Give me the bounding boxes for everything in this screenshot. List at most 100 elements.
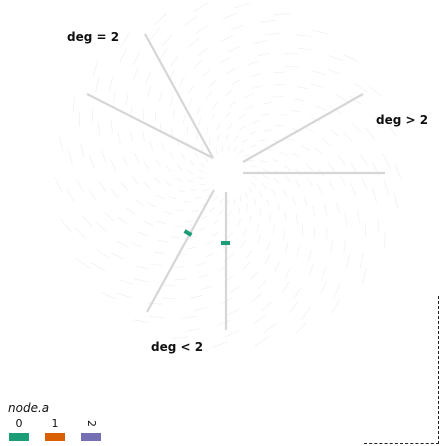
edge-arc [122, 155, 128, 167]
edge-arc [284, 211, 287, 221]
legend-item-2: 2 [80, 417, 102, 441]
edge-arc [343, 54, 360, 63]
axis-label-deg-lt-2: deg < 2 [151, 340, 204, 354]
edge-arc [284, 267, 291, 279]
edge-arc [161, 34, 173, 47]
edge-arc [200, 162, 206, 168]
edge-arc [294, 98, 306, 102]
edge-arc [183, 114, 186, 124]
edge-arc [283, 229, 286, 240]
edge-arc [300, 307, 312, 320]
edge-arc [143, 161, 150, 170]
edge-arc [284, 165, 292, 172]
edge-arc [193, 307, 208, 312]
edge-arc [339, 174, 346, 186]
edge-arc [189, 189, 197, 191]
edge-arc [280, 152, 289, 157]
edge-arc [131, 242, 143, 248]
edge-arc [261, 301, 272, 312]
edge-arc [117, 216, 128, 225]
edge-arc [360, 153, 369, 166]
edge-arc [188, 97, 193, 107]
edge-arc [244, 93, 254, 99]
edge-arc [257, 52, 271, 57]
edge-arc [156, 220, 166, 224]
edge-arc [120, 181, 129, 192]
edge-arc [291, 196, 296, 206]
edge-arc [364, 127, 375, 140]
edge-arc [165, 165, 172, 173]
edge-arc [288, 301, 299, 314]
edge-arc [263, 323, 277, 334]
edge-arc [195, 25, 208, 35]
edge-arc [198, 273, 209, 279]
edge-arc [80, 143, 85, 158]
edge-arc [305, 163, 314, 172]
edge-arc [312, 70, 326, 75]
edge-arc [175, 177, 183, 182]
legend-swatch [81, 433, 101, 441]
edge-arc [293, 287, 302, 300]
edge-arc [262, 174, 270, 180]
edge-arc [185, 328, 201, 332]
edge-arc [156, 194, 165, 200]
edge-arc [212, 219, 219, 226]
edge-arc [60, 219, 72, 233]
edge-arc [351, 122, 362, 133]
edge-arc [101, 292, 117, 300]
edge-arc [142, 108, 145, 121]
edge-arc [219, 198, 224, 205]
edge-arc [59, 135, 63, 152]
edge-arc [117, 292, 133, 299]
edge-arc [200, 215, 208, 220]
edge-arc [117, 132, 121, 145]
edge-arc [238, 207, 241, 215]
edge-arc [200, 143, 204, 151]
edge-arc [225, 67, 237, 75]
axis-deg-gt-2 [242, 93, 364, 163]
edge-arc [125, 93, 129, 107]
edge-arc [273, 84, 285, 86]
edge-arc [260, 113, 270, 116]
edge-arc [233, 146, 238, 152]
edge-arc [229, 286, 240, 294]
edge-arc [222, 12, 238, 20]
edge-arc [200, 285, 213, 291]
edge-arc [343, 132, 353, 143]
edge-arc [344, 212, 347, 226]
edge-arc [249, 131, 257, 135]
edge-arc [226, 253, 234, 261]
edge-arc [377, 217, 380, 234]
edge-arc [296, 34, 312, 37]
edge-arc [191, 209, 199, 213]
edge-arc [180, 315, 196, 319]
edge-arc [96, 222, 107, 232]
edge-arc [216, 134, 220, 142]
edge-arc [178, 189, 186, 193]
edge-arc [240, 195, 242, 203]
edge-arc [92, 60, 99, 77]
axis-deg-eq-2 [144, 33, 214, 159]
edge-arc [120, 32, 130, 48]
edge-arc [241, 138, 249, 144]
edge-arc [258, 191, 263, 198]
edge-arc [171, 336, 188, 339]
edge-arc [117, 240, 129, 248]
edge-arc [296, 246, 300, 258]
edge-arc [227, 46, 240, 53]
edge-arc [252, 292, 263, 302]
edge-arc [230, 79, 241, 86]
edge-arc [216, 319, 231, 326]
edge-arc [176, 164, 183, 171]
edge-arc [132, 67, 139, 81]
edge-arc [194, 197, 202, 199]
edge-arc [198, 118, 201, 127]
edge-arc [188, 235, 198, 238]
edge-arc [227, 144, 231, 152]
edge-layer [54, 2, 402, 348]
edge-arc [89, 154, 95, 169]
edge-arc [96, 249, 110, 259]
edge-arc [212, 196, 219, 202]
edge-arc [310, 116, 321, 123]
edge-arc [215, 147, 217, 155]
